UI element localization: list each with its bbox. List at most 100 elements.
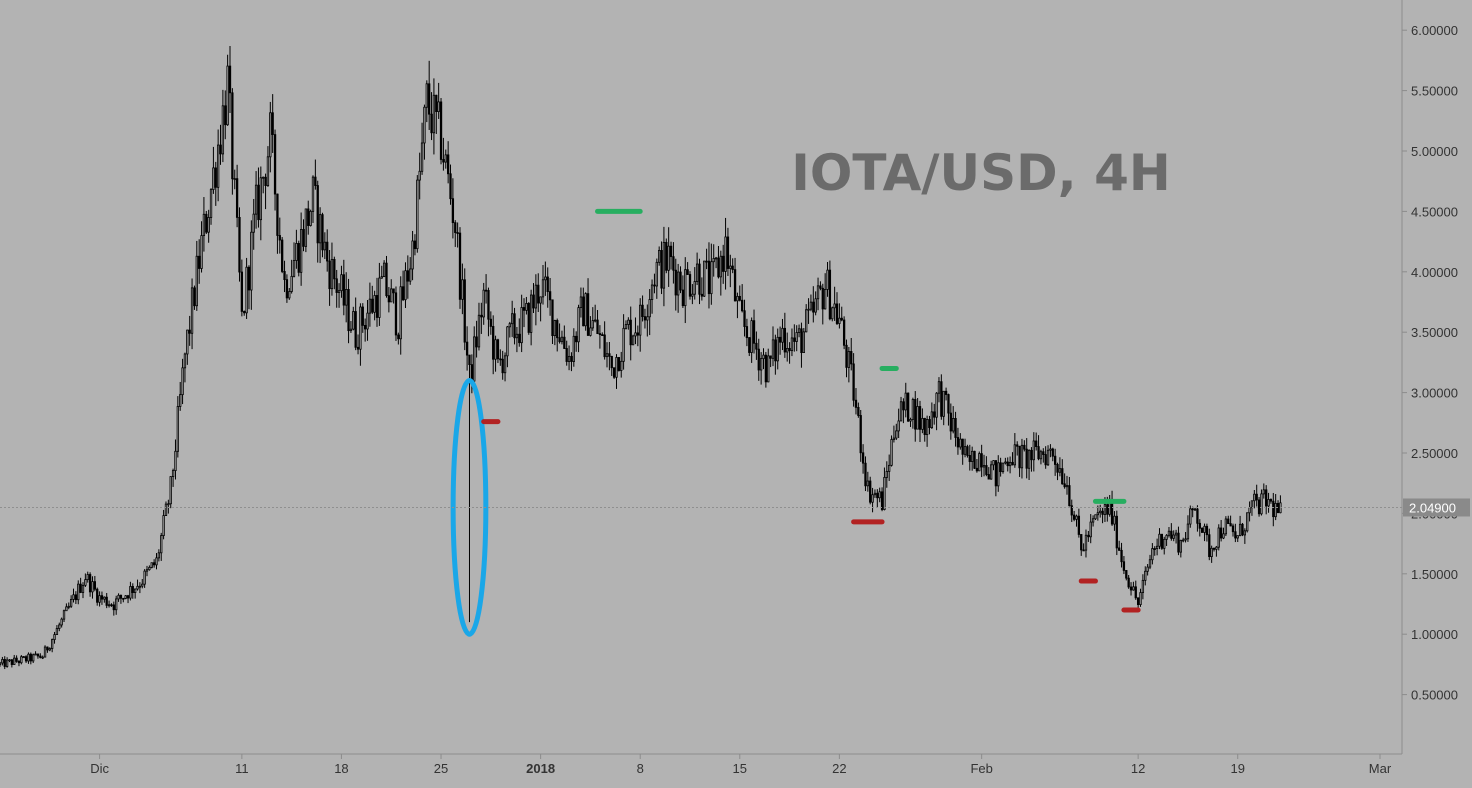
x-tick-label: 15 xyxy=(733,761,747,776)
candle-body xyxy=(658,250,661,263)
candle-body xyxy=(1272,500,1275,518)
candle-body xyxy=(129,586,132,599)
candle-body xyxy=(1189,508,1192,525)
candle-body xyxy=(688,274,692,297)
candle-body xyxy=(361,306,364,326)
candle-body xyxy=(143,570,146,585)
candle-body xyxy=(930,411,934,428)
candle-body xyxy=(299,229,303,273)
candle-body xyxy=(1001,462,1005,473)
candle-body xyxy=(852,363,855,401)
candle-body xyxy=(873,492,877,496)
candle-body xyxy=(1103,504,1107,515)
candle-body xyxy=(1084,534,1088,551)
candle-body xyxy=(821,287,824,310)
candle-body xyxy=(385,262,388,297)
y-axis-ticks[interactable]: 6.00000 5.50000 5.00000 4.50000 4.00000 3.500… xyxy=(1402,23,1458,703)
candle-body xyxy=(809,301,813,310)
candle-body xyxy=(788,347,791,352)
candle-body xyxy=(48,648,51,651)
candle-body xyxy=(1080,534,1083,551)
candle-body xyxy=(620,360,623,371)
candle-body xyxy=(1077,515,1081,535)
candle-body xyxy=(665,241,668,271)
candle-body xyxy=(494,339,497,360)
candle-body xyxy=(1198,522,1201,529)
candle-body xyxy=(224,105,227,126)
candle-body xyxy=(933,411,936,418)
candle-body xyxy=(162,515,165,536)
candle-body xyxy=(231,92,234,180)
x-axis-ticks[interactable]: Dic 11 18 25 2018 8 15 22 Feb 12 19 Mar xyxy=(90,754,1392,776)
candle-body xyxy=(650,284,654,300)
candle-body xyxy=(335,278,338,293)
candle-body xyxy=(880,491,884,510)
candle-body xyxy=(672,256,675,271)
candle-body xyxy=(845,344,848,368)
candle-body xyxy=(624,324,628,329)
candle-body xyxy=(1153,548,1156,550)
candle-body xyxy=(833,303,836,309)
candle-body xyxy=(575,335,578,343)
candle-body xyxy=(492,326,495,360)
candle-body xyxy=(859,415,862,454)
candle-body xyxy=(956,437,960,448)
candle-body xyxy=(91,581,94,593)
candle-body xyxy=(58,624,61,629)
candle-body xyxy=(1011,461,1014,466)
candle-body xyxy=(276,193,279,236)
candle-body xyxy=(643,316,647,321)
candle-body xyxy=(266,156,270,187)
candle-body xyxy=(1227,518,1230,525)
candle-body xyxy=(847,351,851,368)
candle-body xyxy=(518,333,521,344)
candle-body xyxy=(909,418,912,422)
candle-body xyxy=(164,503,168,516)
candle-body xyxy=(748,337,751,353)
candle-body xyxy=(238,217,241,273)
candle-body xyxy=(62,610,66,620)
candle-body xyxy=(968,455,971,462)
candle-body xyxy=(978,453,981,472)
y-tick-label: 5.50000 xyxy=(1411,84,1458,99)
candle-body xyxy=(67,605,70,608)
candle-body xyxy=(622,327,625,362)
candle-body xyxy=(861,452,865,464)
candle-body xyxy=(480,314,483,318)
candle-body xyxy=(1054,455,1057,465)
candle-body xyxy=(904,392,907,411)
candle-body xyxy=(55,628,59,635)
last-price-label-bg xyxy=(1403,498,1470,517)
candle-body xyxy=(428,83,431,115)
candle-body xyxy=(1257,499,1261,515)
candle-body xyxy=(577,307,580,343)
candle-body xyxy=(432,94,436,134)
candle-body xyxy=(999,462,1002,473)
candle-body xyxy=(342,274,345,306)
candle-body xyxy=(382,262,386,278)
candle-body xyxy=(601,334,604,336)
candle-body xyxy=(181,367,184,396)
candle-body xyxy=(273,134,277,195)
candle-body xyxy=(563,336,566,349)
candle-body xyxy=(548,291,552,301)
candle-body xyxy=(1196,508,1199,524)
candle-body xyxy=(17,660,21,664)
candle-body xyxy=(1255,493,1258,501)
candle-body xyxy=(69,598,73,607)
candle-body xyxy=(790,337,794,352)
candle-body xyxy=(53,634,56,640)
candle-body xyxy=(1065,485,1069,488)
candle-body xyxy=(458,232,462,300)
candle-body xyxy=(1260,493,1263,515)
candle-body xyxy=(802,331,805,353)
candle-body xyxy=(532,294,535,309)
candle-body xyxy=(596,319,599,334)
candle-body xyxy=(795,332,798,342)
candle-body xyxy=(288,291,291,299)
candle-body xyxy=(800,328,803,353)
candle-body xyxy=(584,293,587,327)
candle-body xyxy=(1056,464,1059,473)
